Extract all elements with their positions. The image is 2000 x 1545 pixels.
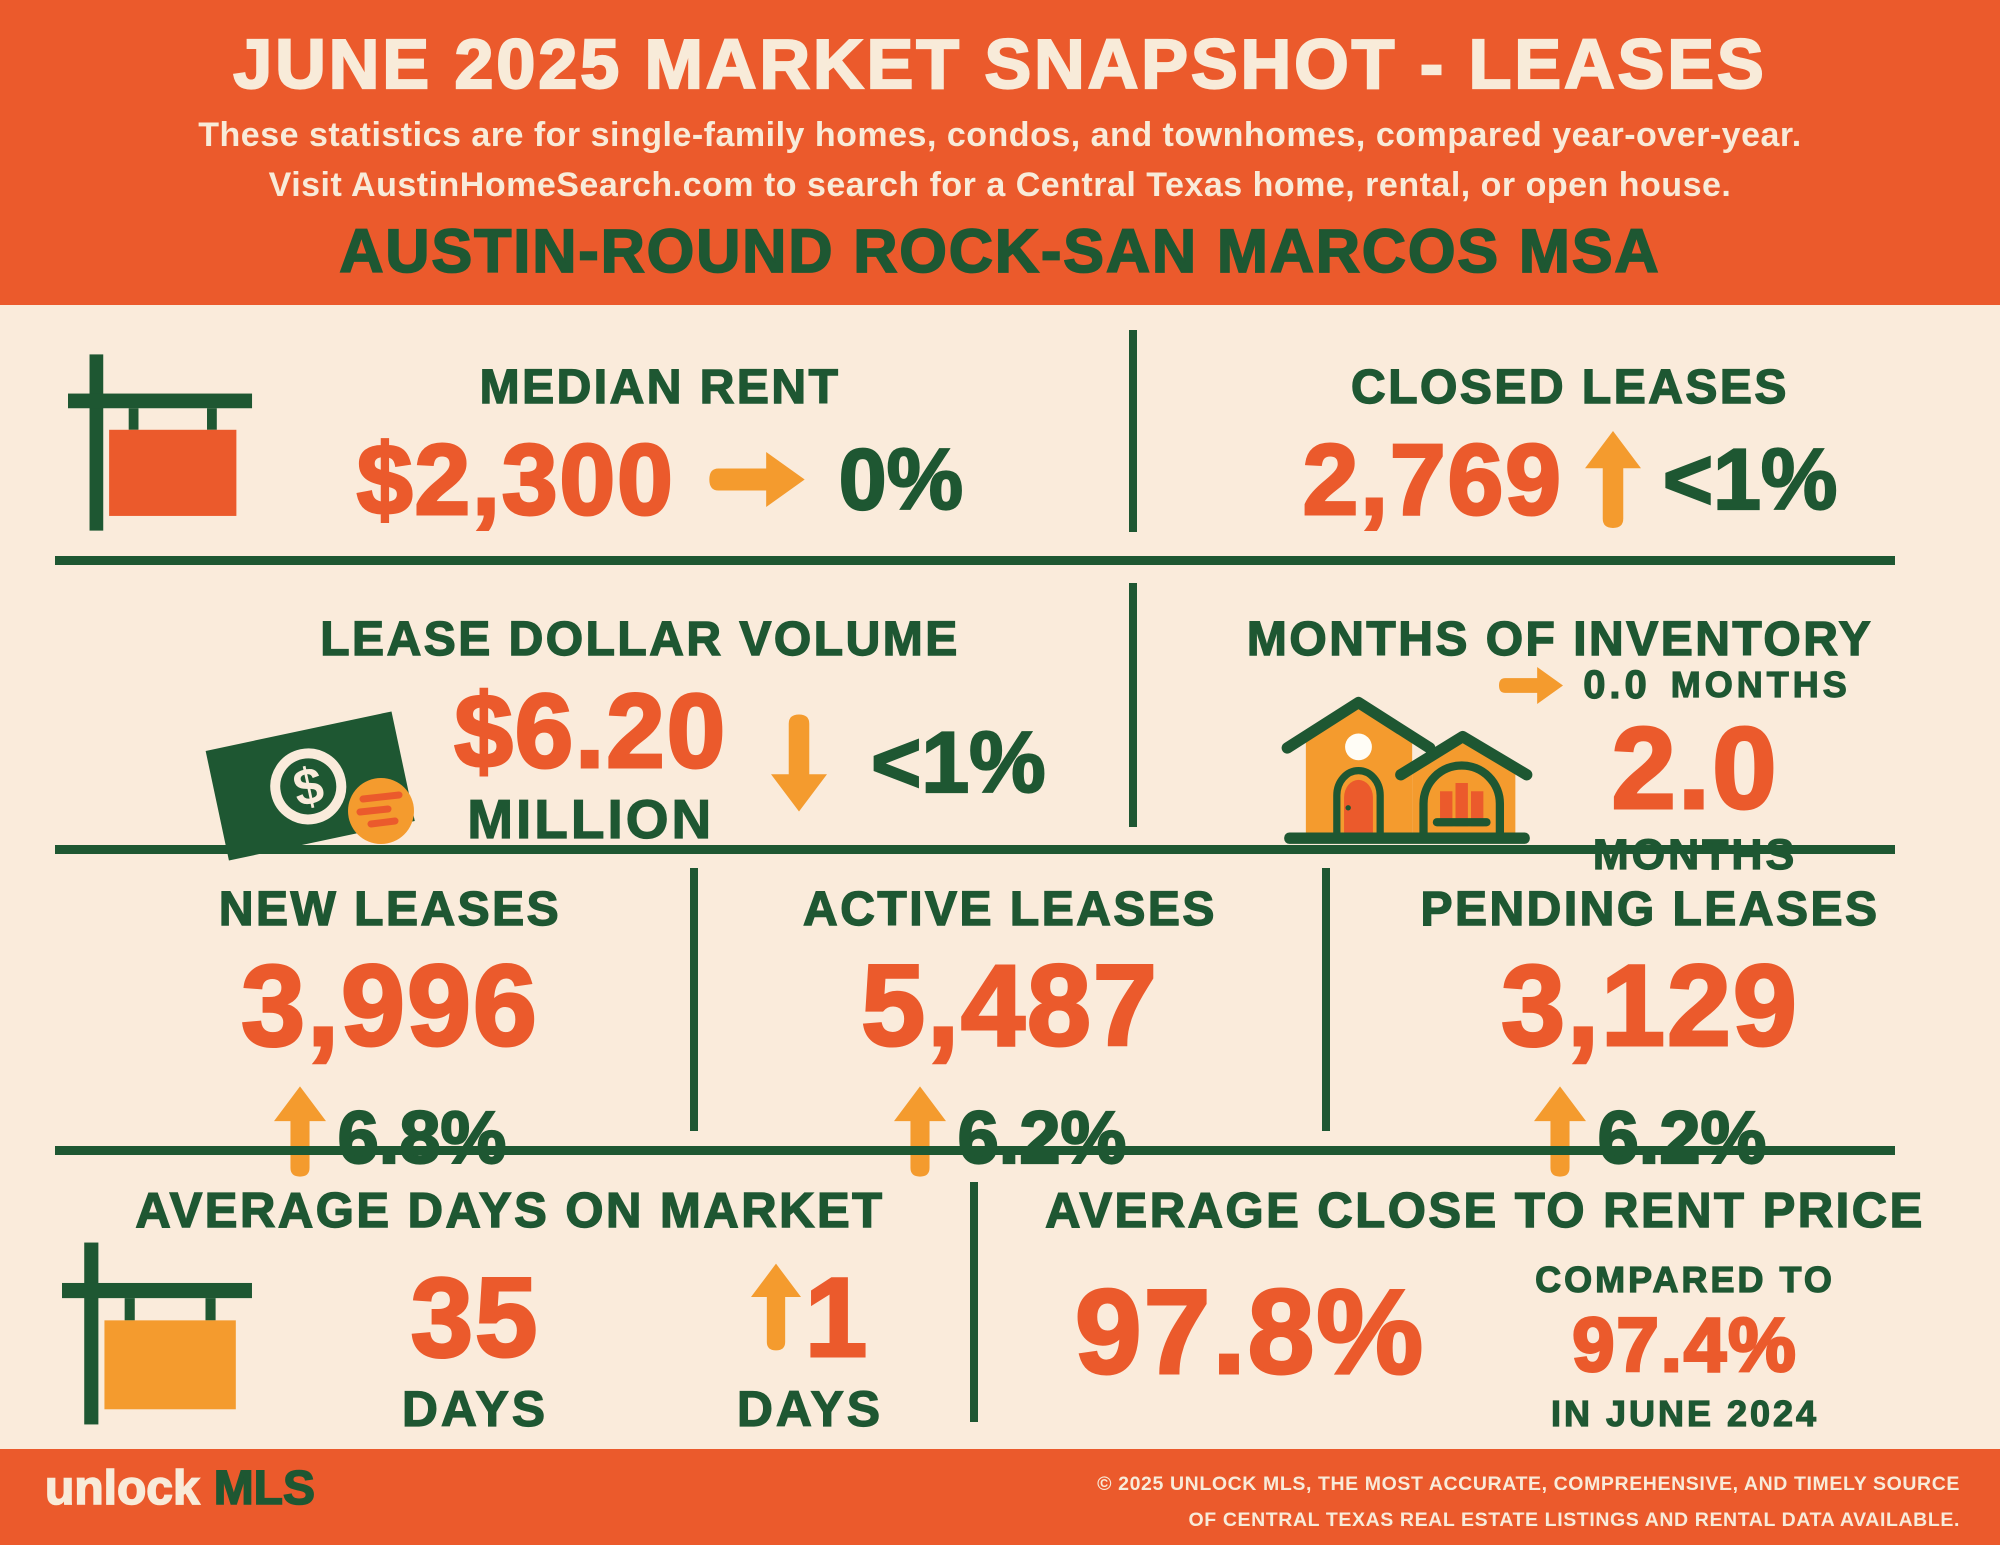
trend-up-arrow-icon bbox=[893, 1086, 946, 1177]
months-of-inventory-change-row: 0.0 MONTHS bbox=[1440, 662, 1910, 708]
trend-flat-arrow-icon bbox=[709, 452, 805, 507]
avg-close-to-rent-label: AVERAGE CLOSE TO RENT PRICE bbox=[1044, 1183, 1925, 1238]
copyright-line-1: © 2025 UNLOCK MLS, THE MOST ACCURATE, CO… bbox=[1097, 1473, 1960, 1495]
trend-up-arrow-icon bbox=[273, 1086, 326, 1177]
trend-flat-arrow-icon bbox=[1499, 666, 1564, 704]
copyright-line-2: OF CENTRAL TEXAS REAL ESTATE LISTINGS AN… bbox=[1188, 1509, 1960, 1532]
lease-dollar-volume-value: $6.20 bbox=[453, 673, 728, 790]
trend-up-arrow-icon bbox=[1533, 1086, 1586, 1177]
sign-board bbox=[109, 429, 237, 516]
avg-days-change-block: 1 DAYS bbox=[690, 1255, 930, 1437]
pending-leases-change-row: 6.2% bbox=[1533, 1084, 1768, 1179]
yard-sign-icon bbox=[68, 354, 253, 531]
avg-close-to-rent-compare-block: COMPARED TO 97.4% IN JUNE 2024 bbox=[1510, 1259, 1860, 1434]
avg-days-change-unit: DAYS bbox=[736, 1381, 884, 1437]
months-of-inventory-change-unit: MONTHS bbox=[1670, 664, 1851, 705]
avg-days-on-market-label: AVERAGE DAYS ON MARKET bbox=[135, 1183, 885, 1238]
months-of-inventory-value-block: 2.0 MONTHS bbox=[1565, 703, 1825, 879]
active-leases-label: ACTIVE LEASES bbox=[802, 882, 1217, 936]
new-leases-cell: NEW LEASES 3,996 6.8% bbox=[110, 868, 670, 1177]
lease-dollar-volume-label: LEASE DOLLAR VOLUME bbox=[320, 612, 960, 666]
divider bbox=[690, 868, 698, 1131]
divider bbox=[1322, 868, 1330, 1131]
door bbox=[1344, 779, 1373, 835]
closed-leases-change: <1% bbox=[1662, 431, 1839, 528]
avg-close-to-rent-value-block: 97.8% bbox=[1030, 1265, 1470, 1399]
closed-leases-label: CLOSED LEASES bbox=[1350, 360, 1789, 414]
median-rent-value: $2,300 bbox=[355, 423, 675, 536]
house-icon bbox=[1281, 696, 1533, 844]
divider bbox=[55, 556, 1895, 565]
trend-up-arrow-icon bbox=[750, 1263, 801, 1351]
yard-sign-icon bbox=[62, 1242, 252, 1425]
avg-close-to-rent-value: 97.8% bbox=[1073, 1265, 1426, 1399]
pending-leases-cell: PENDING LEASES 3,129 6.2% bbox=[1370, 868, 1930, 1177]
logo-mls-text: MLS bbox=[213, 1461, 316, 1516]
footer-band bbox=[0, 1449, 2000, 1545]
divider bbox=[1129, 583, 1137, 827]
median-rent-change: 0% bbox=[838, 431, 965, 528]
compared-value: 97.4% bbox=[1571, 1303, 1798, 1388]
lease-dollar-volume-value-row: $6.20 MILLION <1% bbox=[400, 678, 1100, 848]
divider bbox=[1129, 330, 1137, 532]
avg-days-value-unit: DAYS bbox=[401, 1381, 549, 1437]
active-leases-change-row: 6.2% bbox=[893, 1084, 1128, 1179]
divider bbox=[55, 1146, 1895, 1155]
round-window bbox=[1345, 733, 1372, 761]
months-of-inventory-unit: MONTHS bbox=[1592, 831, 1798, 879]
avg-days-value-block: 35 DAYS bbox=[340, 1255, 610, 1437]
active-leases-change: 6.2% bbox=[957, 1096, 1128, 1179]
lease-dollar-volume-unit: MILLION bbox=[467, 788, 715, 850]
divider bbox=[55, 845, 1895, 854]
avg-days-change: 1 bbox=[803, 1255, 870, 1380]
months-of-inventory-label: MONTHS OF INVENTORY bbox=[1246, 612, 1874, 666]
median-rent-label: MEDIAN RENT bbox=[479, 360, 841, 414]
trend-up-arrow-icon bbox=[1584, 431, 1641, 528]
copyright-text: © 2025 UNLOCK MLS, THE MOST ACCURATE, CO… bbox=[1097, 1466, 1960, 1538]
new-leases-change-row: 6.8% bbox=[273, 1084, 508, 1179]
money-bill-coin-icon: $ bbox=[205, 711, 415, 861]
new-leases-value: 3,996 bbox=[240, 942, 539, 1070]
region-title: AUSTIN-ROUND ROCK-SAN MARCOS MSA bbox=[338, 216, 1661, 286]
compared-to-label: COMPARED TO bbox=[1535, 1259, 1835, 1300]
months-of-inventory-value: 2.0 bbox=[1610, 703, 1779, 833]
closed-leases-value-row: 2,769 <1% bbox=[1190, 422, 1950, 537]
header-band: JUNE 2025 MARKET SNAPSHOT - LEASES These… bbox=[0, 0, 2000, 305]
closed-leases-value: 2,769 bbox=[1301, 423, 1563, 536]
trend-down-arrow-icon bbox=[771, 714, 828, 812]
page-title: JUNE 2025 MARKET SNAPSHOT - LEASES bbox=[232, 24, 1767, 104]
unlock-mls-logo: unlock MLS bbox=[44, 1461, 316, 1516]
compared-period: IN JUNE 2024 bbox=[1550, 1393, 1820, 1434]
avg-days-value: 35 bbox=[409, 1255, 540, 1380]
pending-leases-label: PENDING LEASES bbox=[1420, 882, 1880, 936]
subtitle-line-2: Visit AustinHomeSearch.com to search for… bbox=[268, 166, 1732, 204]
active-leases-cell: ACTIVE LEASES 5,487 6.2% bbox=[730, 868, 1290, 1177]
sign-board bbox=[104, 1320, 236, 1410]
pending-leases-change: 6.2% bbox=[1597, 1096, 1768, 1179]
divider bbox=[970, 1182, 978, 1422]
new-leases-change: 6.8% bbox=[337, 1096, 508, 1179]
pending-leases-value: 3,129 bbox=[1500, 942, 1799, 1070]
lease-dollar-volume-change: <1% bbox=[870, 715, 1047, 811]
months-of-inventory-change: 0.0 bbox=[1583, 663, 1651, 707]
new-leases-label: NEW LEASES bbox=[218, 882, 562, 936]
subtitle-line-1: These statistics are for single-family h… bbox=[198, 116, 1802, 154]
median-rent-value-row: $2,300 0% bbox=[280, 422, 1040, 537]
active-leases-value: 5,487 bbox=[860, 942, 1159, 1070]
logo-unlock-text: unlock bbox=[44, 1461, 200, 1516]
